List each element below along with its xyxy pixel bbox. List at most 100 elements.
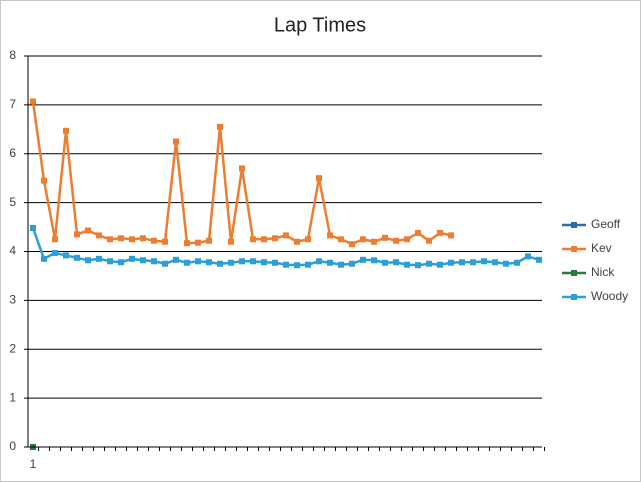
point-marker (294, 262, 300, 269)
point-marker (195, 239, 201, 246)
point-marker (404, 236, 410, 243)
y-tick-label: 6 (9, 146, 16, 160)
point-marker (437, 229, 443, 236)
point-marker (371, 238, 377, 245)
point-marker (217, 260, 223, 267)
point-marker (217, 123, 223, 130)
y-tick-label: 1 (9, 390, 16, 404)
point-marker (437, 261, 443, 268)
point-marker (338, 261, 344, 268)
point-marker (184, 259, 190, 266)
legend-label: Woody (591, 289, 628, 303)
point-marker (74, 254, 80, 261)
point-marker (371, 257, 377, 264)
point-marker (96, 232, 102, 239)
point-marker (360, 236, 366, 243)
point-marker (30, 225, 36, 232)
y-tick-label: 2 (9, 341, 16, 355)
y-tick-label: 8 (9, 48, 16, 62)
point-marker (492, 259, 498, 266)
point-marker (173, 256, 179, 263)
point-marker (228, 259, 234, 266)
point-marker (173, 138, 179, 145)
point-marker (393, 259, 399, 266)
point-marker (426, 237, 432, 244)
point-marker (118, 259, 124, 266)
point-marker (338, 236, 344, 243)
point-marker (239, 165, 245, 172)
point-marker (536, 256, 542, 263)
point-marker (195, 258, 201, 265)
point-marker (107, 236, 113, 243)
point-marker (85, 257, 91, 264)
legend-label: Kev (591, 241, 612, 255)
point-marker (96, 255, 102, 262)
point-marker (459, 259, 465, 266)
point-marker (470, 259, 476, 266)
legend-marker (571, 294, 577, 300)
point-marker (41, 177, 47, 184)
point-marker (349, 241, 355, 248)
point-marker (151, 237, 157, 244)
point-marker (294, 238, 300, 245)
point-marker (52, 236, 58, 243)
point-marker (250, 258, 256, 265)
point-marker (426, 260, 432, 267)
point-marker (404, 261, 410, 268)
legend-marker (571, 222, 577, 228)
point-marker (129, 236, 135, 243)
point-marker (261, 236, 267, 243)
point-marker (63, 252, 69, 259)
y-tick-label: 7 (9, 97, 16, 111)
point-marker (382, 259, 388, 266)
legend-marker (571, 270, 577, 276)
point-marker (514, 259, 520, 266)
point-marker (349, 260, 355, 267)
point-marker (305, 236, 311, 243)
y-tick-label: 4 (9, 244, 16, 258)
point-marker (448, 232, 454, 239)
point-marker (393, 237, 399, 244)
point-marker (41, 255, 47, 262)
point-marker (283, 261, 289, 268)
point-marker (184, 240, 190, 247)
point-marker (503, 260, 509, 267)
point-marker (206, 259, 212, 266)
point-marker (327, 232, 333, 239)
point-marker (85, 227, 91, 234)
point-marker (415, 262, 421, 269)
point-marker (74, 231, 80, 238)
point-marker (140, 235, 146, 242)
point-marker (129, 255, 135, 262)
point-marker (327, 259, 333, 266)
point-marker (448, 259, 454, 266)
y-tick-label: 5 (9, 195, 16, 209)
point-marker (261, 259, 267, 266)
point-marker (162, 238, 168, 245)
point-marker (63, 127, 69, 134)
y-tick-label: 3 (9, 293, 16, 307)
point-marker (272, 235, 278, 242)
point-marker (305, 261, 311, 268)
point-marker (283, 232, 289, 239)
point-marker (316, 175, 322, 182)
point-marker (107, 258, 113, 265)
point-marker (52, 249, 58, 256)
point-marker (30, 98, 36, 105)
point-marker (382, 234, 388, 241)
point-marker (162, 260, 168, 267)
point-marker (525, 253, 531, 260)
point-marker (140, 257, 146, 264)
point-marker (481, 258, 487, 265)
point-marker (316, 258, 322, 265)
point-marker (239, 258, 245, 265)
point-marker (415, 229, 421, 236)
chart-title: Lap Times (274, 14, 366, 36)
legend-marker (571, 246, 577, 252)
point-marker (151, 258, 157, 265)
legend-label: Geoff (591, 217, 621, 231)
y-tick-label: 0 (9, 439, 16, 453)
point-marker (360, 256, 366, 263)
